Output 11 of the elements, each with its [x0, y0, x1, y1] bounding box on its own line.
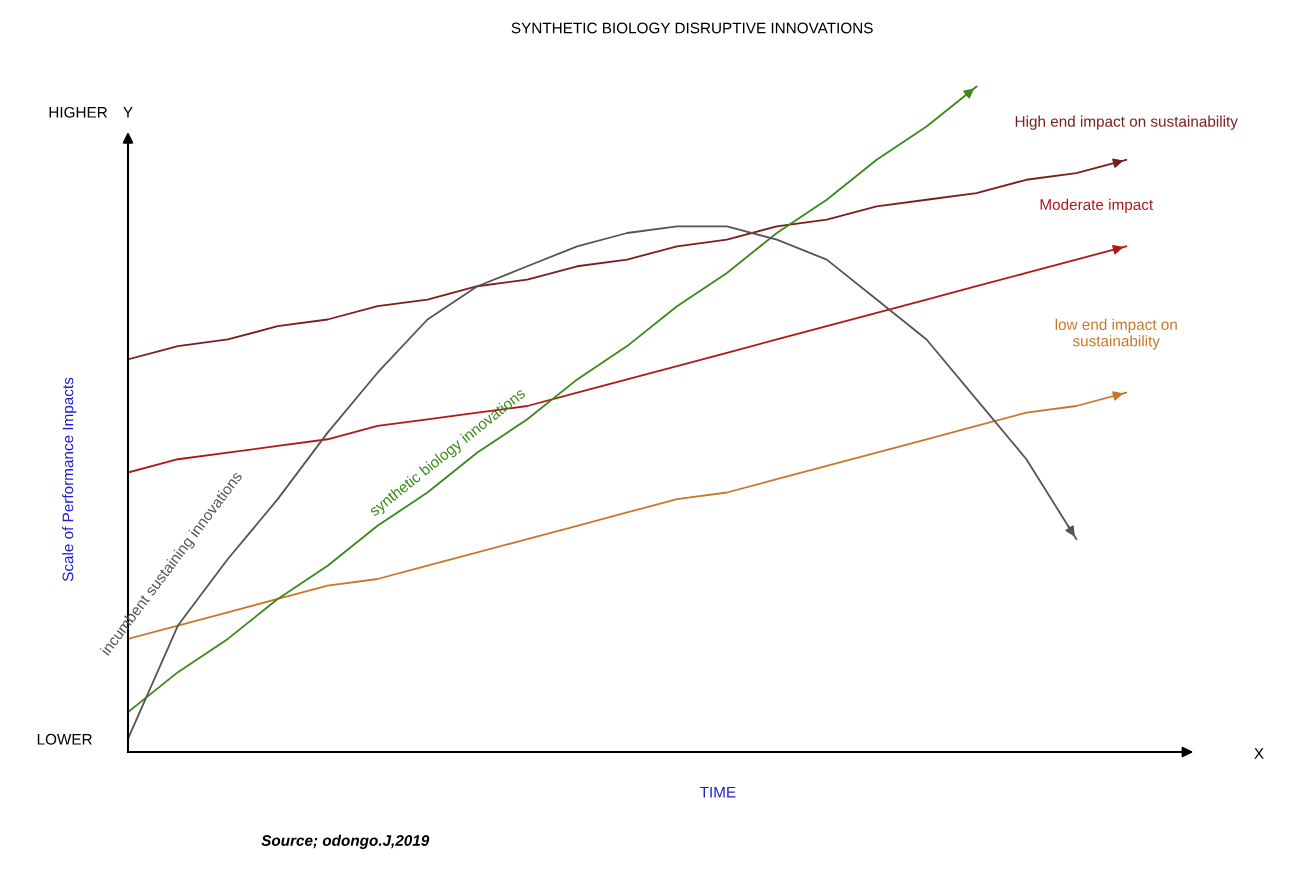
y-axis-title: Scale of Performance Impacts — [62, 377, 77, 582]
text: low end impact on sustainability — [1055, 318, 1177, 350]
text: HIGHER — [49, 106, 108, 118]
annotation: Y — [123, 107, 133, 118]
text: Moderate impact — [1040, 198, 1154, 214]
x-axis-title: TIME — [699, 786, 736, 798]
text: High end impact on sustainability — [1015, 115, 1238, 130]
text: X — [1254, 748, 1264, 759]
text: LOWER — [37, 733, 92, 745]
source-note: Source; odongo.J,2019 — [261, 834, 430, 849]
chart-title: SYNTHETIC BIOLOGY DISRUPTIVE INNOVATIONS — [511, 22, 873, 34]
